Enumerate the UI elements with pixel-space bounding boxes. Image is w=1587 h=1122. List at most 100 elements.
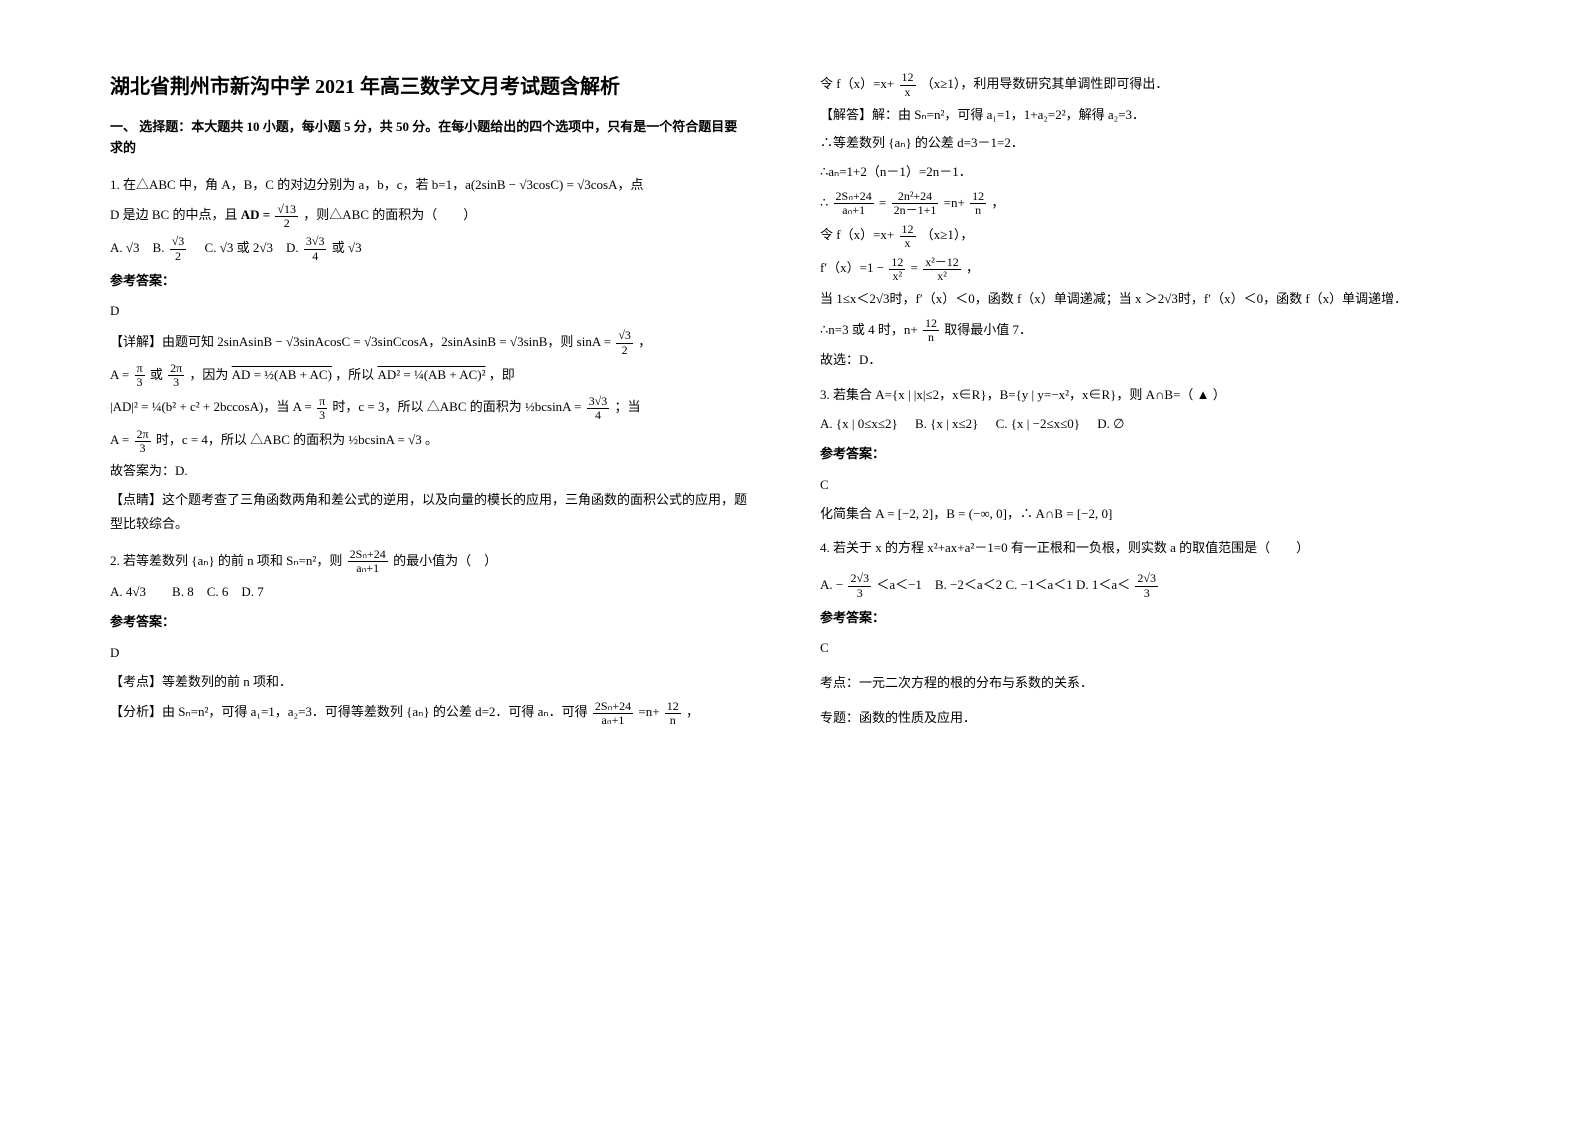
q1-options: A. √3 B. √3 2 C. √3 或 2√3 D. 3√3 4 或 √3	[110, 234, 750, 263]
q4-optD-num: 2√3	[1135, 572, 1158, 586]
r-j8-frac: 12 n	[923, 317, 939, 344]
q1-d2-f1d: 3	[135, 376, 145, 389]
q1-optD-num: 3√3	[304, 235, 327, 249]
q3-stem: 3. 若集合 A={x | |x|≤2，x∈R}，B={y | y=−x²，x∈…	[820, 383, 1460, 408]
r-line1-num: 12	[900, 71, 916, 85]
r-jieda8: ∴n=3 或 4 时，n+ 12 n 取得最小值 7．	[820, 316, 1460, 345]
q1-optD-den: 4	[304, 250, 327, 263]
q4-optA-post: ＜a＜−1 B. −2＜a＜2 C. −1＜a＜1 D. 1＜a＜	[876, 577, 1133, 592]
q1-detail4: A = 2π 3 时，c = 4，所以 △ABC 的面积为 ½bcsinA = …	[110, 426, 750, 455]
q1-d4-f1d: 3	[135, 442, 151, 455]
q1-d2-f1n: π	[135, 362, 145, 376]
q2-fenxi-post: ，	[686, 704, 699, 719]
q1-d2-f2: 2π 3	[168, 362, 184, 389]
q1-d4-pre: A =	[110, 432, 133, 447]
q1-ans-label: 参考答案：	[110, 269, 750, 294]
q4-optA-num: 2√3	[848, 572, 871, 586]
r-j6-mid: =	[911, 260, 922, 275]
r-j4-pre: ∴	[820, 195, 832, 210]
q1-d3-f2d: 4	[587, 409, 610, 422]
q2-fenxi: 【分析】由 Sₙ=n²，可得 a₁=1，a₂=3．可得等差数列 {aₙ} 的公差…	[110, 698, 750, 727]
q4-ans-label: 参考答案：	[820, 606, 1460, 631]
r-jieda4: ∴ 2Sₙ+24 aₙ+1 = 2n²+24 2n－1+1 =n+ 12 n ，	[820, 189, 1460, 218]
r-j8-num: 12	[923, 317, 939, 331]
q1-d2-mid3: ，所以	[335, 367, 377, 382]
q1-AD-frac: √13 2	[275, 203, 298, 230]
q1-d3-f1d: 3	[317, 409, 327, 422]
q1-d4-f1: 2π 3	[135, 428, 151, 455]
r-j6-pre: f′（x）=1 −	[820, 260, 887, 275]
q2-fenxi-f2d: n	[665, 714, 681, 727]
q3-optA: A. {x | 0≤x≤2}	[820, 412, 898, 437]
q1-detail1-post: ，	[638, 334, 651, 349]
q1-stem2-pre: D 是边 BC 的中点，且	[110, 207, 241, 222]
r-j6-f2d: x²	[923, 270, 961, 283]
r-j6-post: ，	[966, 260, 979, 275]
q1-optD-post: 或 √3	[332, 240, 362, 255]
q1-AD-num: √13	[275, 203, 298, 217]
q1-d2-AD: AD = ½(AB + AC)	[232, 367, 332, 382]
right-column: 令 f（x）=x+ 12 x （x≥1），利用导数研究其单调性即可得出． 【解答…	[800, 70, 1480, 735]
r-j8-pre: ∴n=3 或 4 时，n+	[820, 322, 921, 337]
r-line1: 令 f（x）=x+ 12 x （x≥1），利用导数研究其单调性即可得出．	[820, 70, 1460, 99]
q2-fenxi-f1: 2Sₙ+24 aₙ+1	[593, 700, 633, 727]
left-column: 湖北省荆州市新沟中学 2021 年高三数学文月考试题含解析 一、 选择题：本大题…	[90, 70, 770, 731]
q3-ans: C	[820, 473, 1460, 498]
r-line1-den: x	[900, 86, 916, 99]
q1-d2-mid2: ，因为	[189, 367, 231, 382]
q1-optA-pre: A. √3 B.	[110, 240, 168, 255]
q2-fenxi-f1n: 2Sₙ+24	[593, 700, 633, 714]
q2-stem-frac: 2Sₙ+24 aₙ+1	[348, 548, 388, 575]
q1-d3-text: |AD|² = ¼(b² + c² + 2bccosA)，当 A =	[110, 399, 315, 414]
q4-optA-den: 3	[848, 587, 871, 600]
q1-conclusion: 故答案为：D.	[110, 459, 750, 484]
r-jieda3: ∴aₙ=1+2（n－1）=2n－1．	[820, 160, 1460, 185]
r-j4-mid1: =	[879, 195, 890, 210]
q1-detail1-num: √3	[616, 329, 633, 343]
q2-fenxi-mid: =n+	[638, 704, 662, 719]
r-jieda1: 【解答】解：由 Sₙ=n²，可得 a₁=1，1+a₂=2²，解得 a₂=3．	[820, 103, 1460, 128]
q2-options: A. 4√3 B. 8 C. 6 D. 7	[110, 580, 750, 605]
q1-d2-f1: π 3	[135, 362, 145, 389]
r-j6-f1d: x²	[889, 270, 905, 283]
q2-kaodian: 【考点】等差数列的前 n 项和．	[110, 670, 750, 695]
r-j4-post: ，	[991, 195, 1004, 210]
r-jieda2: ∴等差数列 {aₙ} 的公差 d=3－1=2．	[820, 131, 1460, 156]
q1-AD-den: 2	[275, 217, 298, 230]
q2-stem-den: aₙ+1	[348, 562, 388, 575]
r-j6-f1n: 12	[889, 256, 905, 270]
q3-detail: 化简集合 A = [−2, 2]，B = (−∞, 0]，∴ A∩B = [−2…	[820, 502, 1460, 527]
q1-optB-frac: √3 2	[170, 235, 187, 262]
r-jieda6: f′（x）=1 − 12 x² = x²－12 x² ，	[820, 254, 1460, 283]
q4-zhuanti: 专题：函数的性质及应用．	[820, 706, 1460, 731]
q1-stem-line2: D 是边 BC 的中点，且 AD = √13 2 ，则△ABC 的面积为（ ）	[110, 201, 750, 230]
r-line1-post: （x≥1），利用导数研究其单调性即可得出．	[921, 76, 1169, 91]
q1-detail1-den: 2	[616, 344, 633, 357]
r-j4-f2n: 2n²+24	[892, 190, 939, 204]
q2-stem: 2. 若等差数列 {aₙ} 的前 n 项和 Sₙ=n²，则 2Sₙ+24 aₙ+…	[110, 547, 750, 576]
q1-comment: 【点睛】这个题考查了三角函数两角和差公式的逆用，以及向量的模长的应用，三角函数的…	[110, 488, 750, 537]
q1-d4-post: 。	[425, 432, 438, 447]
q1-d2-f2n: 2π	[168, 362, 184, 376]
r-j8-post: 取得最小值 7．	[944, 322, 1032, 337]
q2-ans: D	[110, 641, 750, 666]
q1-optB-num: √3	[170, 235, 187, 249]
q1-d2-f2d: 3	[168, 376, 184, 389]
q4-optA-frac: 2√3 3	[848, 572, 871, 599]
r-j6-f2: x²－12 x²	[923, 256, 961, 283]
r-j4-f3n: 12	[970, 190, 986, 204]
q2-stem-num: 2Sₙ+24	[348, 548, 388, 562]
q2-fenxi-f1d: aₙ+1	[593, 714, 633, 727]
q1-d2-post: ，即	[489, 367, 515, 382]
q1-d3-mid: 时，c = 3，所以 △ABC 的面积为 ½bcsinA =	[332, 399, 584, 414]
q1-detail1-text: 【详解】由题可知 2sinAsinB − √3sinAcosC = √3sinC…	[110, 334, 614, 349]
q2-stem-pre: 2. 若等差数列 {aₙ} 的前 n 项和 Sₙ=n²，则	[110, 553, 346, 568]
q1-optD-frac: 3√3 4	[304, 235, 327, 262]
q1-d3-f1: π 3	[317, 395, 327, 422]
r-jieda5: 令 f（x）=x+ 12 x （x≥1），	[820, 221, 1460, 250]
q4-kaodian: 考点：一元二次方程的根的分布与系数的关系．	[820, 671, 1460, 696]
q1-optB-den: 2	[170, 250, 187, 263]
q1-ans: D	[110, 299, 750, 324]
r-j4-f3: 12 n	[970, 190, 986, 217]
q4-ans: C	[820, 636, 1460, 661]
